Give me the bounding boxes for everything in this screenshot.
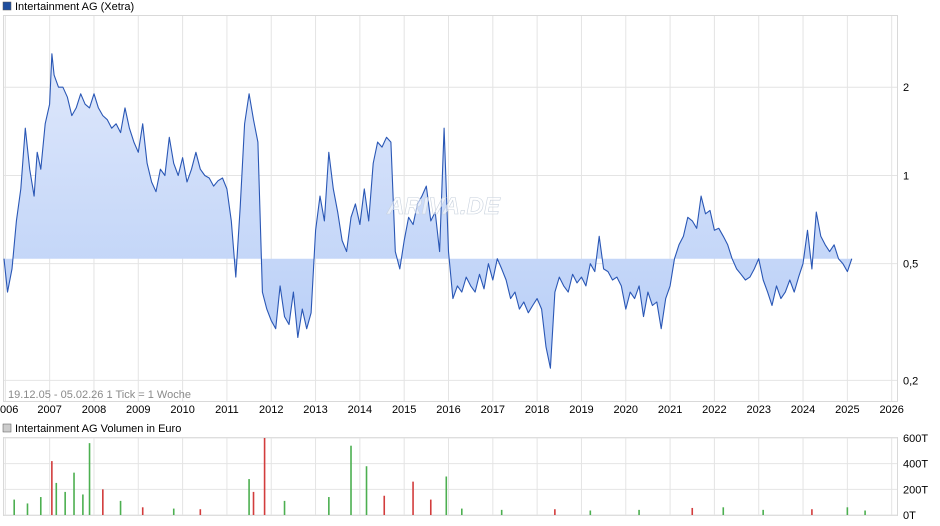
- price-line: [3, 53, 853, 369]
- price-x-tick-label: 2008: [82, 404, 106, 416]
- volume-bar: [328, 497, 330, 515]
- volume-bar: [691, 507, 694, 515]
- price-x-tick-label: 2023: [746, 404, 770, 416]
- price-chart-title: Intertainment AG (Xetra): [15, 1, 134, 13]
- volume-bar: [248, 479, 250, 515]
- volume-bar: [864, 510, 866, 515]
- volume-chart-title: Intertainment AG Volumen in Euro: [15, 423, 181, 435]
- price-x-tick-label: 2022: [702, 404, 726, 416]
- volume-bar: [119, 500, 122, 515]
- volume-bar: [429, 499, 432, 515]
- price-series: [3, 53, 853, 369]
- volume-bar: [102, 489, 104, 515]
- price-y-tick-label: 0,5: [903, 259, 918, 271]
- price-x-tick-label: 2013: [303, 404, 327, 416]
- price-x-tick-label: 006: [0, 404, 18, 416]
- volume-bar: [722, 507, 725, 515]
- volume-bar: [762, 509, 764, 515]
- price-y-tick-label: 2: [903, 82, 909, 94]
- price-x-tick-label: 2014: [348, 404, 372, 416]
- volume-y-tick-label: 400T: [903, 459, 928, 471]
- price-x-tick-label: 2021: [658, 404, 682, 416]
- volume-legend-swatch: [2, 423, 12, 433]
- volume-y-tick-label: 0T: [903, 510, 916, 522]
- price-x-tick-label: 2026: [879, 404, 903, 416]
- price-x-tick-label: 2010: [170, 404, 194, 416]
- price-x-tick-label: 2007: [37, 404, 61, 416]
- price-x-tick-label: 2018: [525, 404, 549, 416]
- volume-bar: [26, 503, 29, 515]
- price-x-tick-label: 2016: [436, 404, 460, 416]
- volume-bar: [412, 481, 414, 515]
- volume-bar: [39, 497, 42, 515]
- date-range-footer: 19.12.05 - 05.02.26 1 Tick = 1 Woche: [8, 389, 191, 401]
- volume-bar: [55, 482, 58, 515]
- volume-plot-area: [3, 437, 898, 516]
- volume-bar: [383, 495, 386, 515]
- volume-bar: [64, 491, 66, 515]
- volume-bar: [13, 499, 15, 515]
- volume-bar: [638, 509, 640, 515]
- volume-bar: [263, 438, 266, 515]
- volume-bar: [252, 491, 255, 515]
- volume-bar: [283, 500, 286, 515]
- volume-bar: [350, 445, 352, 515]
- volume-bar: [199, 509, 202, 515]
- price-y-tick-label: 1: [903, 170, 909, 182]
- price-y-axis: 2 1 0,5 0,2: [903, 82, 918, 387]
- volume-bar: [365, 466, 368, 515]
- volume-gridlines: [4, 437, 897, 516]
- volume-bar: [141, 507, 144, 515]
- price-x-tick-label: 2019: [569, 404, 593, 416]
- volume-bar: [51, 461, 53, 515]
- volume-bar: [846, 507, 849, 515]
- price-legend-swatch: [2, 1, 12, 11]
- volume-bar: [172, 508, 175, 515]
- volume-y-tick-label: 200T: [903, 484, 928, 496]
- volume-bar: [461, 508, 463, 515]
- price-x-tick-label: 2011: [215, 404, 239, 416]
- volume-bar: [82, 494, 84, 515]
- price-x-tick-label: 2015: [392, 404, 416, 416]
- price-x-tick-label: 2012: [259, 404, 283, 416]
- volume-y-tick-label: 600T: [903, 433, 928, 445]
- volume-bar: [500, 509, 503, 515]
- volume-bar: [88, 443, 91, 515]
- price-x-axis: 006 2007 2008 2009 2010 2011 2012 2013 2014 2015 2…: [0, 404, 904, 416]
- watermark: ARIVA.DE: [386, 193, 501, 220]
- volume-bar: [554, 509, 556, 515]
- price-x-tick-label: 2025: [835, 404, 859, 416]
- price-x-tick-label: 2017: [481, 404, 505, 416]
- volume-series: [13, 438, 866, 515]
- volume-bar: [73, 472, 75, 515]
- price-x-tick-label: 2020: [614, 404, 638, 416]
- volume-bar: [589, 510, 592, 515]
- volume-bar: [445, 476, 448, 515]
- volume-bar: [811, 509, 813, 515]
- price-x-tick-label: 2009: [126, 404, 150, 416]
- price-x-tick-label: 2024: [791, 404, 815, 416]
- price-y-tick-label: 0,2: [903, 375, 918, 387]
- volume-y-axis: 600T 400T 200T 0T: [903, 433, 928, 522]
